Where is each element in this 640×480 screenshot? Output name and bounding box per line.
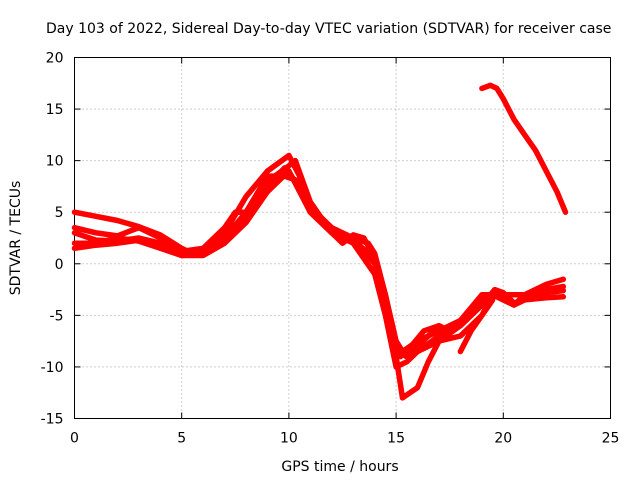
y-tick-label: -5 [50,308,64,324]
data-series [71,82,569,401]
x-tick-label: 5 [177,431,186,447]
y-tick-label: -15 [41,412,64,428]
x-tick-label: 25 [602,431,620,447]
y-tick-label: 15 [46,102,64,118]
series-track-4 [71,168,567,370]
y-tick-label: 20 [46,51,64,67]
axis-ticks: 0 5 10 15 20 25 -15 -10 -5 0 5 10 15 20 [41,51,620,447]
x-tick-label: 15 [387,431,405,447]
series-track-1 [71,152,567,355]
x-axis-label: GPS time / hours [281,459,398,475]
y-tick-label: -10 [41,360,64,376]
series-track-6 [457,297,496,355]
chart-title: Day 103 of 2022, Sidereal Day-to-day VTE… [46,21,611,37]
x-tick-label: 0 [70,431,79,447]
x-tick-label: 20 [494,431,512,447]
series-track-7 [397,322,442,360]
y-axis-label: SDTVAR / TECUs [8,181,24,296]
series-track-3 [71,173,567,401]
y-tick-label: 10 [46,154,64,170]
series-track-2 [71,157,567,360]
grid [74,57,611,419]
y-tick-label: 5 [55,205,64,221]
plot-frame [74,57,611,419]
x-tick-label: 10 [280,431,298,447]
y-tick-label: 0 [55,257,64,273]
series-track-8 [479,82,569,215]
